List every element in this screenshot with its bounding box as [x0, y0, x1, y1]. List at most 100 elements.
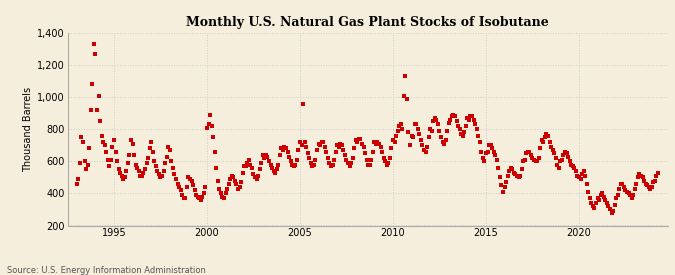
Point: [639, 178, 649, 183]
Point: [645, 186, 655, 191]
Point: [74, 161, 85, 165]
Y-axis label: Thousand Barrels: Thousand Barrels: [23, 87, 33, 172]
Point: [84, 146, 95, 151]
Point: [323, 156, 333, 160]
Point: [166, 159, 177, 164]
Point: [282, 150, 293, 154]
Point: [637, 175, 648, 180]
Point: [271, 167, 282, 172]
Point: [153, 172, 164, 176]
Point: [360, 151, 371, 155]
Point: [267, 166, 277, 170]
Point: [513, 175, 524, 180]
Point: [165, 148, 176, 152]
Point: [617, 182, 628, 186]
Point: [552, 162, 563, 167]
Point: [82, 162, 93, 167]
Point: [535, 146, 545, 151]
Point: [506, 166, 516, 170]
Point: [412, 127, 423, 131]
Point: [508, 170, 519, 175]
Point: [126, 138, 136, 143]
Point: [616, 182, 626, 186]
Point: [134, 169, 144, 173]
Point: [228, 175, 239, 180]
Point: [358, 145, 369, 149]
Point: [411, 122, 422, 127]
Point: [623, 191, 634, 196]
Point: [428, 119, 439, 123]
Point: [476, 150, 487, 154]
Point: [522, 150, 533, 154]
Point: [298, 101, 308, 106]
Point: [93, 93, 104, 98]
Point: [111, 159, 122, 164]
Point: [618, 185, 629, 189]
Point: [354, 137, 364, 141]
Point: [209, 150, 220, 154]
Point: [299, 140, 310, 144]
Point: [155, 175, 166, 180]
Point: [414, 132, 425, 136]
Point: [629, 186, 640, 191]
Point: [605, 207, 616, 212]
Point: [191, 193, 202, 197]
Point: [448, 112, 459, 117]
Text: Source: U.S. Energy Information Administration: Source: U.S. Energy Information Administ…: [7, 266, 206, 275]
Point: [213, 178, 223, 183]
Point: [215, 191, 226, 196]
Point: [151, 164, 161, 168]
Point: [501, 180, 512, 184]
Point: [169, 172, 180, 176]
Point: [355, 137, 366, 141]
Point: [600, 198, 611, 202]
Point: [242, 161, 252, 165]
Point: [312, 148, 323, 152]
Point: [152, 169, 163, 173]
Point: [197, 194, 208, 199]
Point: [387, 138, 398, 143]
Point: [524, 150, 535, 154]
Point: [597, 191, 608, 196]
Point: [144, 146, 155, 151]
Point: [396, 122, 406, 127]
Point: [149, 159, 160, 164]
Point: [79, 159, 90, 164]
Point: [445, 117, 456, 122]
Point: [568, 164, 578, 168]
Point: [380, 159, 391, 164]
Point: [338, 148, 349, 152]
Point: [606, 210, 617, 215]
Point: [287, 162, 298, 167]
Point: [103, 158, 113, 162]
Point: [614, 186, 624, 191]
Point: [180, 196, 191, 200]
Point: [236, 180, 246, 184]
Point: [458, 133, 468, 138]
Point: [172, 182, 183, 186]
Point: [420, 150, 431, 154]
Point: [563, 154, 574, 159]
Point: [516, 167, 527, 172]
Point: [397, 127, 408, 131]
Point: [496, 183, 507, 188]
Point: [374, 141, 385, 146]
Point: [76, 135, 87, 139]
Point: [104, 164, 115, 168]
Point: [130, 162, 141, 167]
Point: [200, 185, 211, 189]
Point: [495, 175, 506, 180]
Point: [250, 175, 261, 180]
Point: [268, 169, 279, 173]
Point: [292, 158, 302, 162]
Point: [123, 161, 134, 165]
Point: [383, 161, 394, 165]
Point: [493, 166, 504, 170]
Point: [140, 167, 151, 172]
Point: [558, 153, 569, 157]
Point: [344, 164, 355, 168]
Point: [386, 146, 397, 151]
Point: [97, 133, 107, 138]
Point: [158, 169, 169, 173]
Point: [572, 174, 583, 178]
